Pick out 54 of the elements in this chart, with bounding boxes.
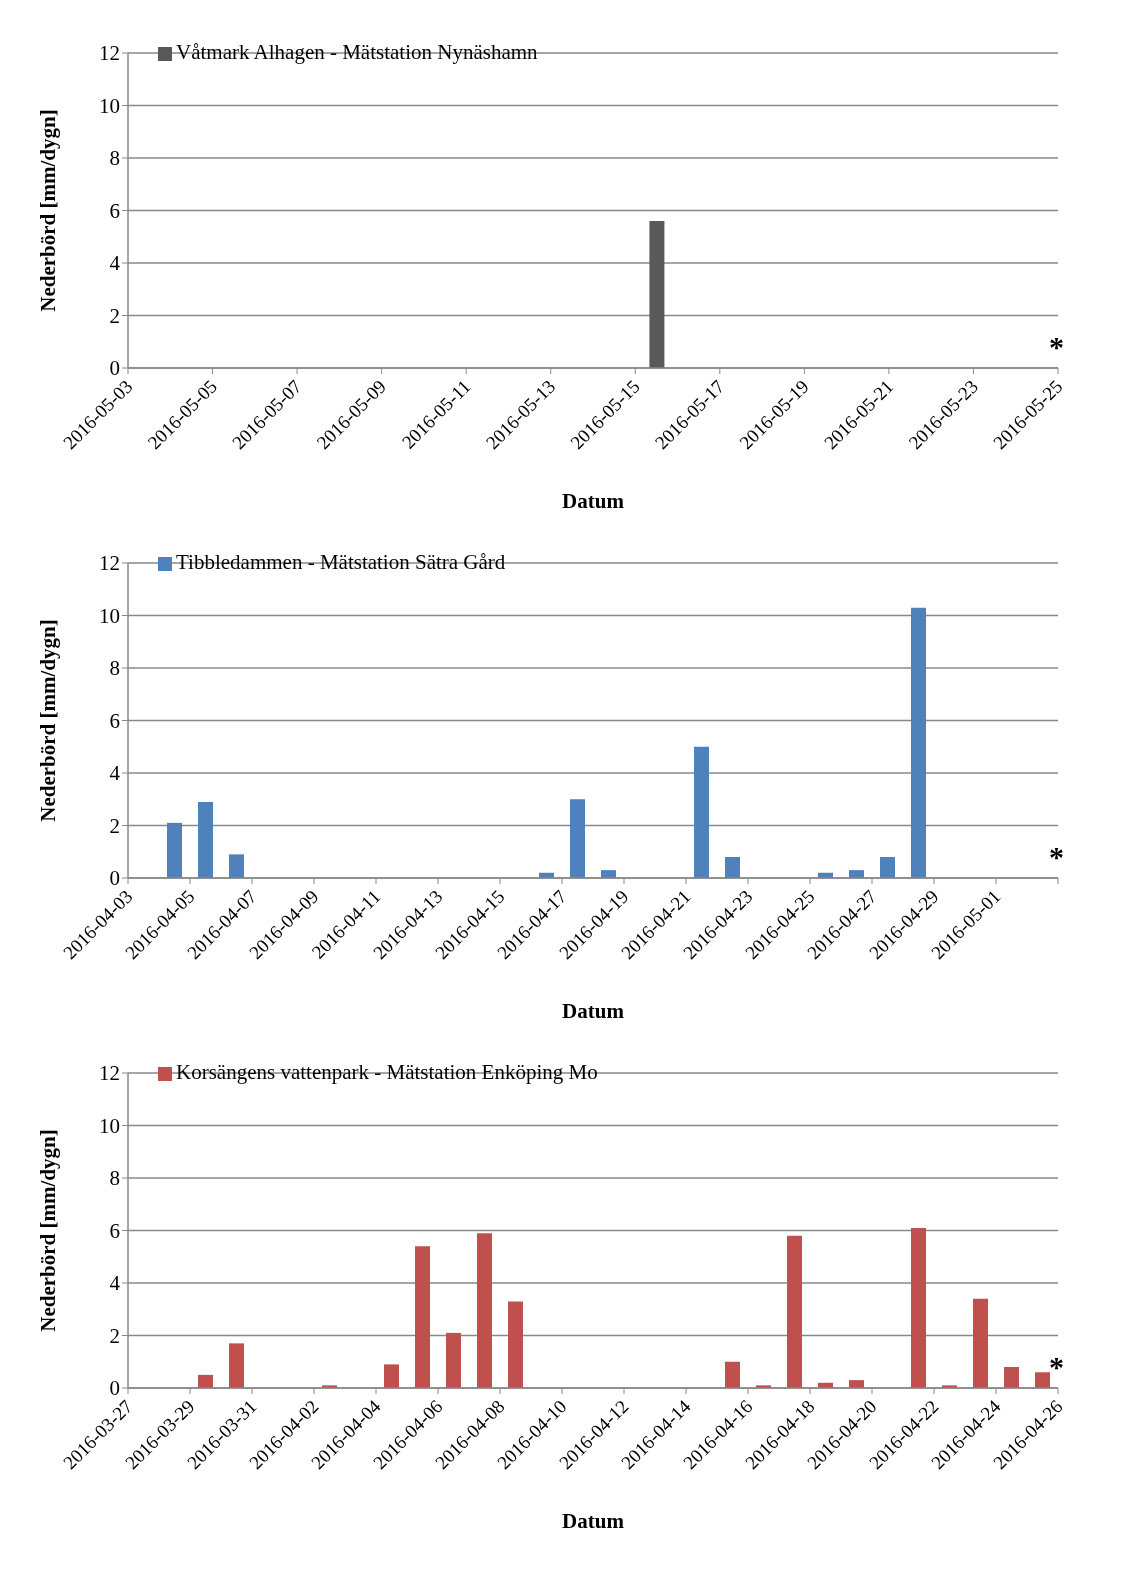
y-tick-label: 10 — [99, 93, 120, 118]
y-tick-label: 12 — [99, 41, 120, 66]
y-tick-label: 6 — [109, 1218, 120, 1243]
y-tick-label: 10 — [99, 1113, 120, 1138]
x-axis-title: Datum — [562, 999, 625, 1023]
bar — [725, 1361, 740, 1388]
bar — [198, 1374, 213, 1388]
y-tick-label: 8 — [109, 1166, 120, 1191]
bar — [1004, 1367, 1019, 1388]
y-axis-title: Nederbörd [mm/dygn] — [36, 109, 61, 312]
y-tick-label: 0 — [109, 1376, 120, 1401]
bar — [725, 857, 740, 878]
y-tick-label: 6 — [109, 198, 120, 223]
x-axis-title: Datum — [562, 1509, 625, 1533]
bar — [880, 857, 895, 878]
y-tick-label: 0 — [109, 356, 120, 381]
bar — [229, 854, 244, 878]
bar — [570, 799, 585, 878]
bar — [384, 1364, 399, 1388]
y-tick-label: 8 — [109, 146, 120, 171]
bar — [911, 607, 926, 878]
bar — [1035, 1372, 1050, 1388]
bar — [694, 746, 709, 878]
legend-label: Korsängens vattenpark - Mätstation Enköping Mo — [176, 1060, 598, 1084]
asterisk-note: * — [1049, 842, 1064, 872]
y-axis-title: Nederbörd [mm/dygn] — [36, 1129, 61, 1332]
bar — [415, 1246, 430, 1388]
bar — [198, 801, 213, 878]
legend-label: Tibbledammen - Mätstation Sätra Gård — [176, 550, 506, 574]
bar — [508, 1301, 523, 1388]
bar — [446, 1332, 461, 1388]
y-tick-label: 2 — [109, 1323, 120, 1348]
asterisk-note: * — [1049, 332, 1064, 362]
y-tick-label: 4 — [109, 761, 121, 786]
y-tick-label: 0 — [109, 866, 120, 891]
y-tick-label: 6 — [109, 708, 120, 733]
y-tick-label: 4 — [109, 251, 121, 276]
y-tick-label: 12 — [99, 551, 120, 576]
y-tick-label: 8 — [109, 656, 120, 681]
bar — [787, 1235, 802, 1388]
y-tick-label: 10 — [99, 603, 120, 628]
asterisk-note: * — [1049, 1352, 1064, 1382]
y-tick-label: 2 — [109, 813, 120, 838]
y-tick-label: 2 — [109, 303, 120, 328]
bar — [477, 1233, 492, 1388]
y-axis-title: Nederbörd [mm/dygn] — [36, 619, 61, 822]
bar — [911, 1227, 926, 1388]
bar — [229, 1343, 244, 1388]
bar — [167, 822, 182, 878]
legend-label: Våtmark Alhagen - Mätstation Nynäshamn — [176, 40, 538, 64]
x-axis-title: Datum — [562, 489, 625, 513]
y-tick-label: 12 — [99, 1061, 120, 1086]
bar — [973, 1298, 988, 1388]
y-tick-label: 4 — [109, 1271, 121, 1296]
